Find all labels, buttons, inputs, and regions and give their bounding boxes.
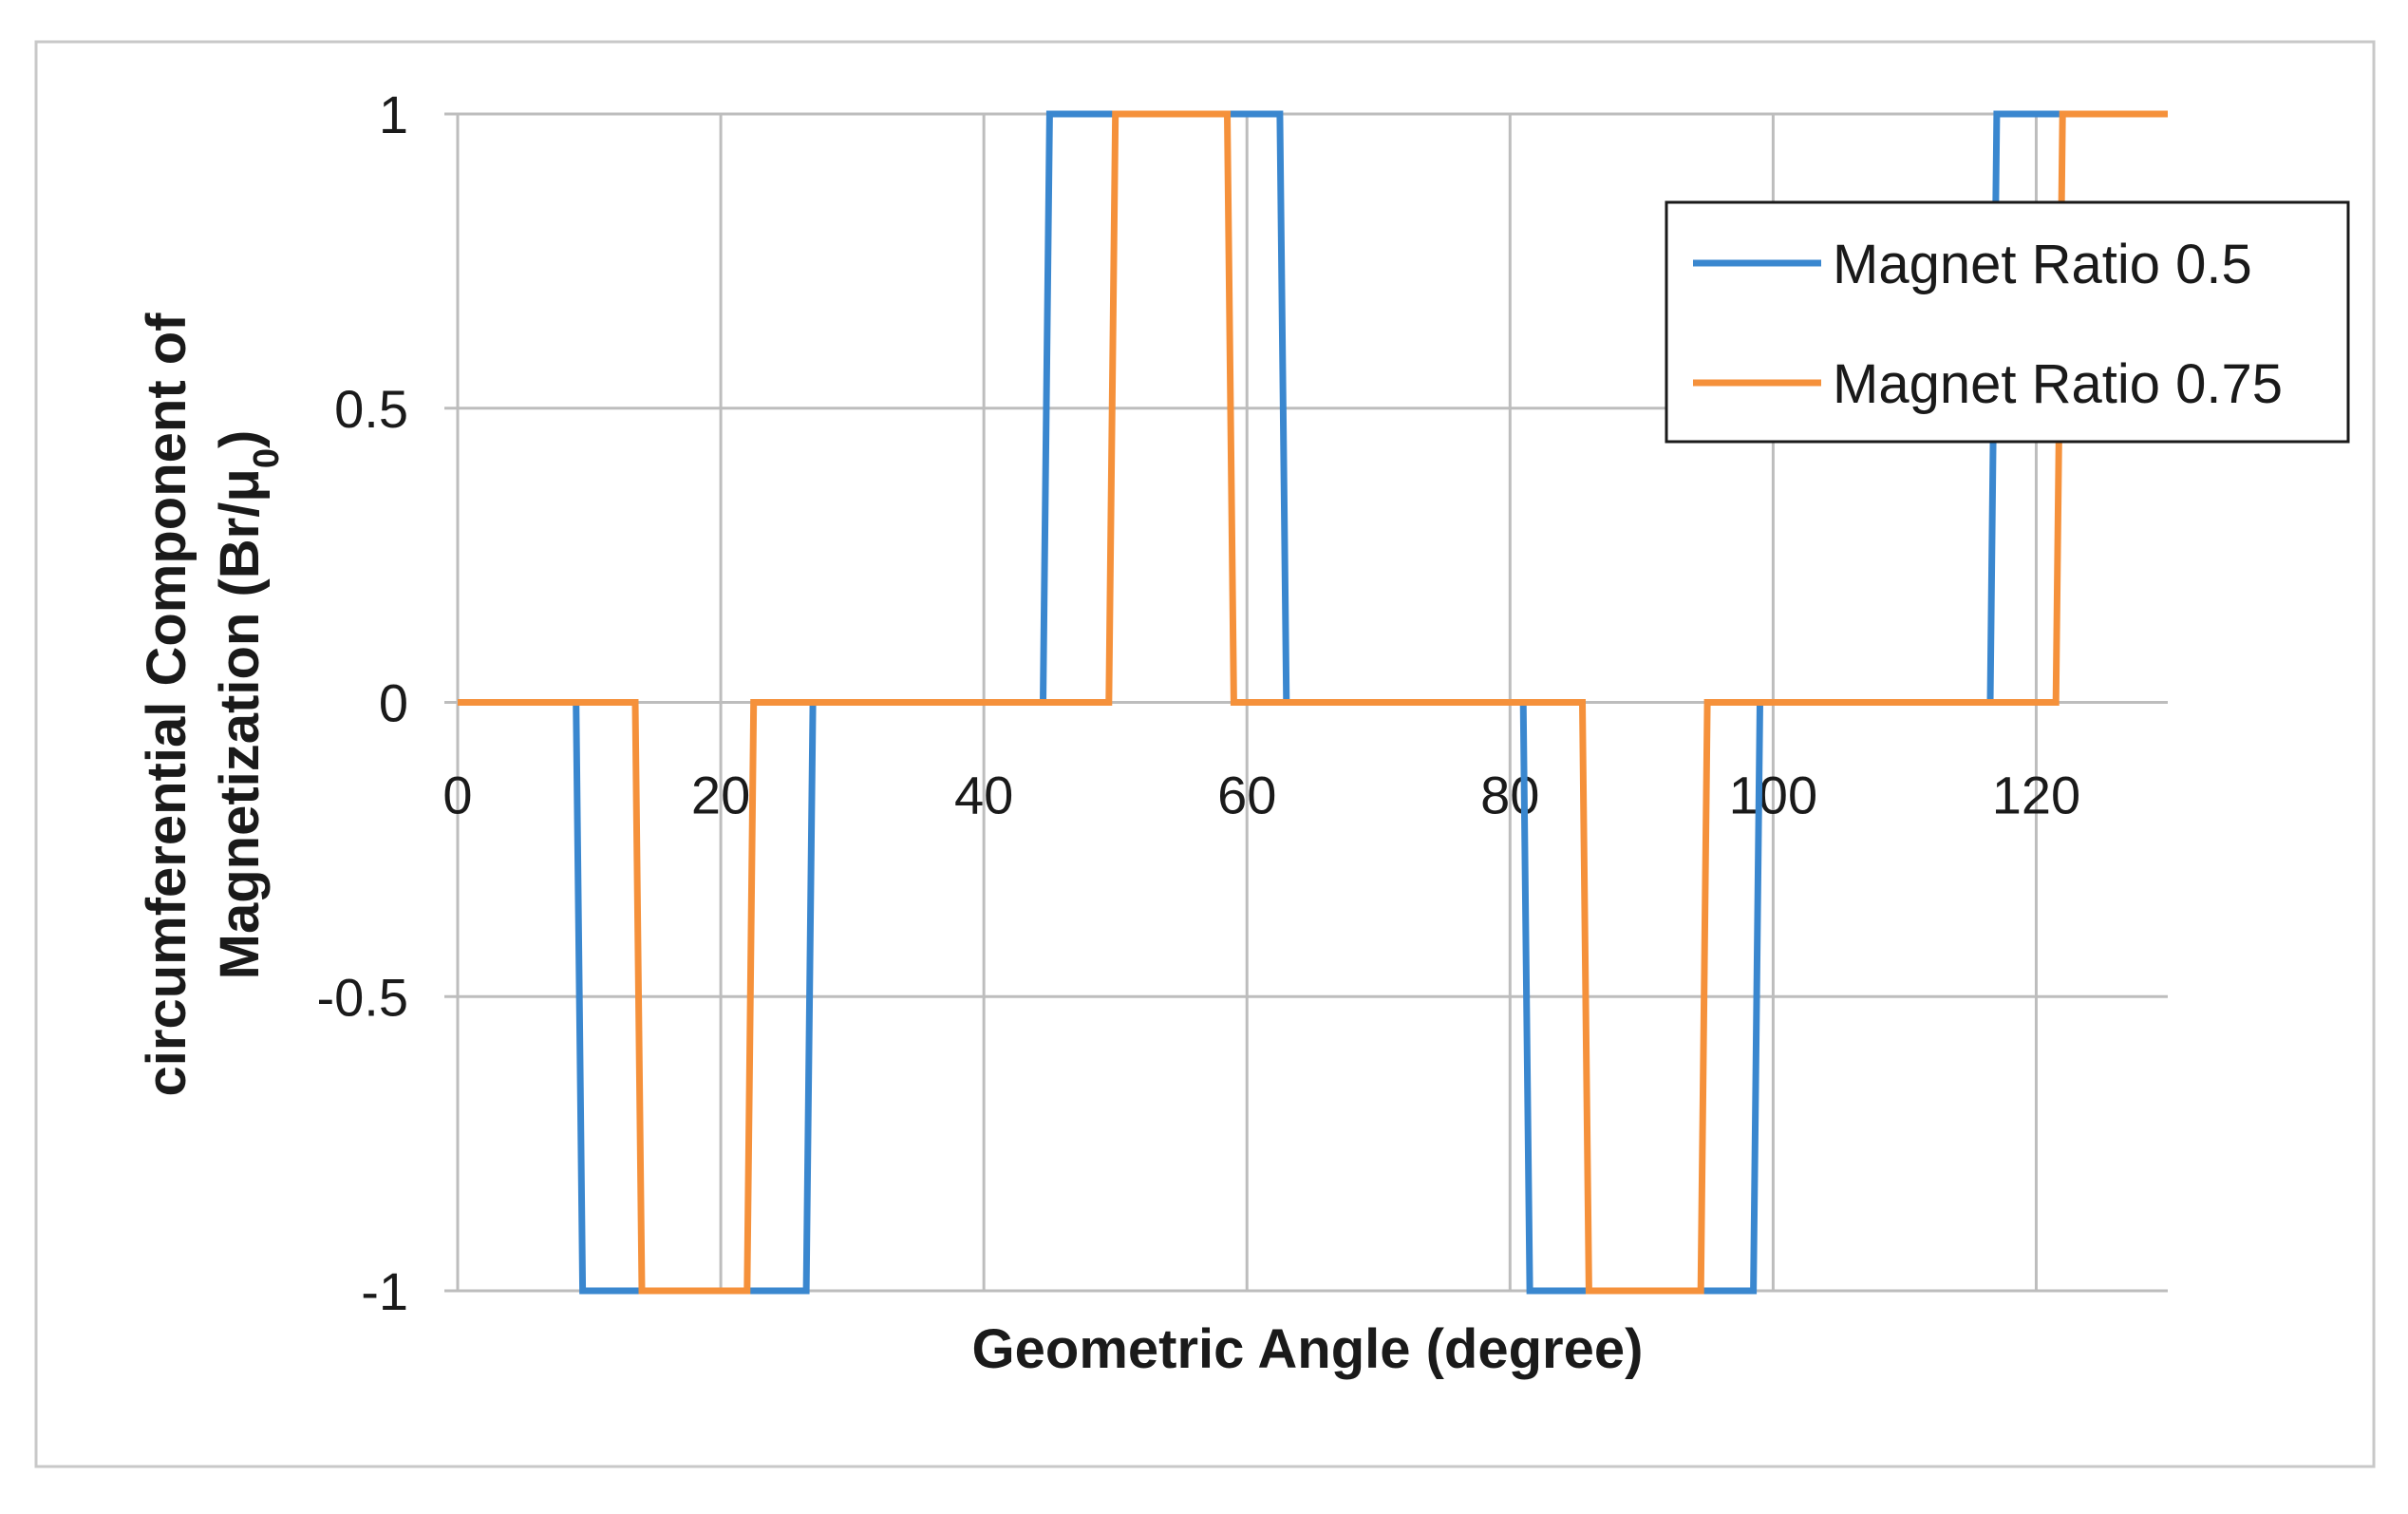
x-tick-label: 0 bbox=[442, 766, 472, 825]
x-tick-label: 120 bbox=[1992, 766, 2080, 825]
data-series bbox=[458, 110, 2168, 1295]
y-tick-label: 0 bbox=[379, 673, 408, 733]
legend-label-magnet-ratio-0-75: Magnet Ratio 0.75 bbox=[1833, 353, 2283, 415]
y-tick-label: -1 bbox=[361, 1261, 408, 1321]
x-tick-label: 40 bbox=[954, 766, 1013, 825]
x-tick-label: 100 bbox=[1729, 766, 1817, 825]
y-tick-label: 0.5 bbox=[334, 379, 408, 439]
y-tick-label: -0.5 bbox=[317, 967, 409, 1027]
series-line-magnet-ratio-0-75 bbox=[458, 110, 2168, 1295]
tick-labels: 1 0.5 0 -0.5 -1 0 20 40 60 80 100 120 bbox=[317, 85, 2081, 1321]
y-axis-title-subscript: 0 bbox=[247, 448, 287, 468]
y-axis-title-close: ) bbox=[209, 430, 271, 448]
legend-label-magnet-ratio-0-5: Magnet Ratio 0.5 bbox=[1833, 234, 2252, 295]
x-axis-title: Geometric Angle (degree) bbox=[972, 1318, 1644, 1380]
x-tick-label: 20 bbox=[691, 766, 750, 825]
y-tick-label: 1 bbox=[379, 85, 408, 144]
x-tick-label: 80 bbox=[1480, 766, 1539, 825]
legend: Magnet Ratio 0.5 Magnet Ratio 0.75 bbox=[1665, 200, 2350, 444]
y-axis-title-line-1: circumferential Component of bbox=[136, 312, 198, 1097]
y-axis-title-main: Magnetization (Br/μ bbox=[209, 468, 271, 979]
legend-box bbox=[1665, 200, 2350, 444]
x-tick-label: 60 bbox=[1217, 766, 1276, 825]
y-axis-title-line-2: Magnetization (Br/μ0) bbox=[209, 430, 287, 980]
